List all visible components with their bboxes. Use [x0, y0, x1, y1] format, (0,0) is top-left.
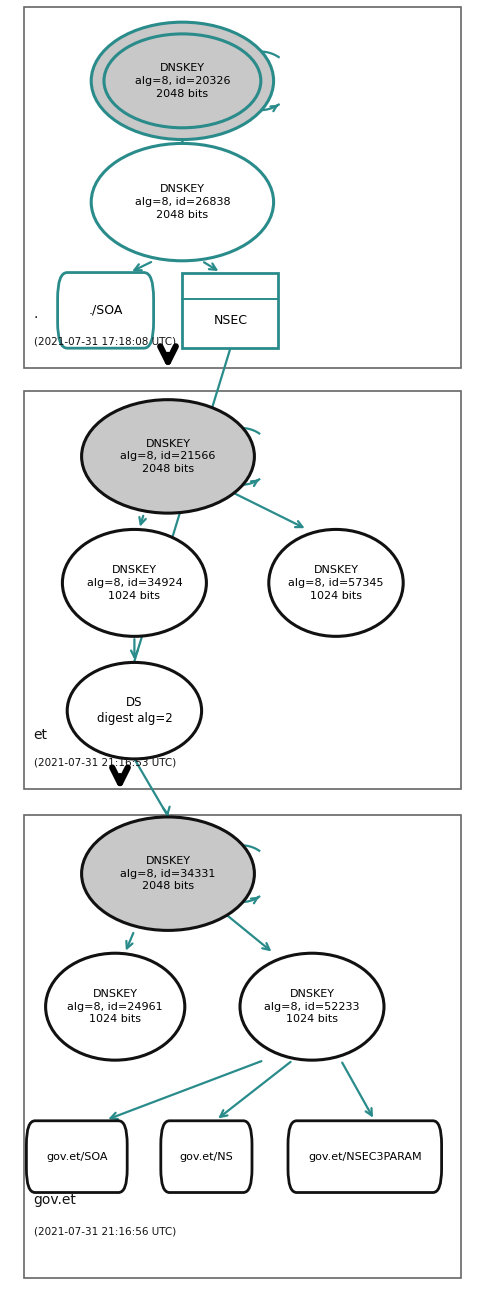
Ellipse shape — [91, 143, 274, 261]
Text: DNSKEY
alg=8, id=21566
2048 bits: DNSKEY alg=8, id=21566 2048 bits — [120, 438, 216, 475]
Text: gov.et/SOA: gov.et/SOA — [46, 1151, 108, 1162]
FancyBboxPatch shape — [26, 1120, 127, 1192]
Text: DNSKEY
alg=8, id=34924
1024 bits: DNSKEY alg=8, id=34924 1024 bits — [86, 565, 182, 601]
Text: (2021-07-31 21:16:56 UTC): (2021-07-31 21:16:56 UTC) — [34, 1227, 176, 1237]
Text: DNSKEY
alg=8, id=26838
2048 bits: DNSKEY alg=8, id=26838 2048 bits — [134, 184, 230, 220]
FancyBboxPatch shape — [288, 1120, 442, 1192]
Ellipse shape — [104, 34, 261, 128]
Ellipse shape — [46, 953, 185, 1060]
Ellipse shape — [62, 529, 206, 636]
Text: DNSKEY
alg=8, id=57345
1024 bits: DNSKEY alg=8, id=57345 1024 bits — [288, 565, 384, 601]
Text: (2021-07-31 21:16:53 UTC): (2021-07-31 21:16:53 UTC) — [34, 758, 176, 768]
FancyBboxPatch shape — [58, 273, 154, 348]
Ellipse shape — [82, 816, 254, 931]
Text: gov.et: gov.et — [34, 1193, 76, 1206]
Text: .: . — [34, 308, 38, 321]
Text: NSEC: NSEC — [214, 314, 247, 327]
Text: DS
digest alg=2: DS digest alg=2 — [96, 696, 172, 725]
Ellipse shape — [82, 399, 254, 512]
Text: gov.et/NSEC3PARAM: gov.et/NSEC3PARAM — [308, 1151, 421, 1162]
Text: ./SOA: ./SOA — [88, 304, 123, 317]
Ellipse shape — [240, 953, 384, 1060]
FancyBboxPatch shape — [161, 1120, 252, 1192]
Ellipse shape — [269, 529, 403, 636]
FancyBboxPatch shape — [24, 815, 461, 1278]
Text: DNSKEY
alg=8, id=52233
1024 bits: DNSKEY alg=8, id=52233 1024 bits — [264, 988, 360, 1025]
Text: (2021-07-31 17:18:08 UTC): (2021-07-31 17:18:08 UTC) — [34, 336, 176, 347]
Text: DNSKEY
alg=8, id=20326
2048 bits: DNSKEY alg=8, id=20326 2048 bits — [135, 63, 230, 99]
FancyBboxPatch shape — [24, 391, 461, 789]
FancyBboxPatch shape — [24, 7, 461, 368]
Text: gov.et/NS: gov.et/NS — [180, 1151, 233, 1162]
Text: et: et — [34, 729, 48, 742]
FancyBboxPatch shape — [182, 273, 278, 348]
Ellipse shape — [91, 22, 274, 140]
Text: DNSKEY
alg=8, id=24961
1024 bits: DNSKEY alg=8, id=24961 1024 bits — [67, 988, 163, 1025]
Text: DNSKEY
alg=8, id=34331
2048 bits: DNSKEY alg=8, id=34331 2048 bits — [120, 855, 216, 892]
Ellipse shape — [67, 662, 202, 759]
